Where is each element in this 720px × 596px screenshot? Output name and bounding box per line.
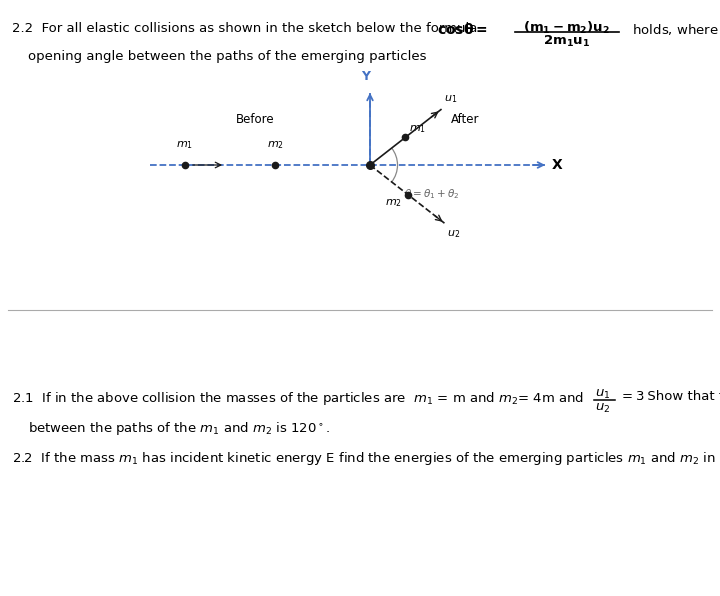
Text: 2.1  If in the above collision the masses of the particles are  $m_1$ = m and $m: 2.1 If in the above collision the masses… — [12, 390, 584, 407]
Text: Y: Y — [361, 70, 371, 83]
Text: $m_1$: $m_1$ — [410, 123, 426, 135]
Text: $u_2$: $u_2$ — [595, 402, 611, 415]
Text: Before: Before — [235, 113, 274, 126]
Text: $m_2$: $m_2$ — [266, 139, 284, 151]
Text: holds, where $\theta$ is the: holds, where $\theta$ is the — [624, 22, 720, 37]
Text: $u_1$: $u_1$ — [444, 93, 457, 104]
Text: X: X — [552, 158, 563, 172]
Text: $\mathbf{cos\theta=}$: $\mathbf{cos\theta=}$ — [437, 22, 487, 37]
Text: 2.2  For all elastic collisions as shown in the sketch below the formula: 2.2 For all elastic collisions as shown … — [12, 22, 477, 35]
Text: $\mathbf{2m_1u_1}$: $\mathbf{2m_1u_1}$ — [544, 34, 590, 49]
Text: $=3$: $=3$ — [619, 390, 644, 403]
Text: between the paths of the $m_1$ and $m_2$ is 120$^\circ$.: between the paths of the $m_1$ and $m_2$… — [28, 420, 330, 437]
Text: $\mathbf{(m_1-m_2)u_2}$: $\mathbf{(m_1-m_2)u_2}$ — [523, 20, 611, 36]
Text: 2.2  If the mass $m_1$ has incident kinetic energy E find the energies of the em: 2.2 If the mass $m_1$ has incident kinet… — [12, 450, 720, 467]
Text: $u_1$: $u_1$ — [595, 388, 611, 401]
Text: After: After — [451, 113, 480, 126]
Text: $\theta=\theta_1+\theta_2$: $\theta=\theta_1+\theta_2$ — [404, 187, 459, 201]
Text: $m_2$: $m_2$ — [385, 197, 402, 209]
Text: . Show that the opening angle: . Show that the opening angle — [639, 390, 720, 403]
Text: opening angle between the paths of the emerging particles: opening angle between the paths of the e… — [28, 50, 426, 63]
Text: $m_1$: $m_1$ — [176, 139, 194, 151]
Text: $u_2$: $u_2$ — [447, 228, 460, 240]
